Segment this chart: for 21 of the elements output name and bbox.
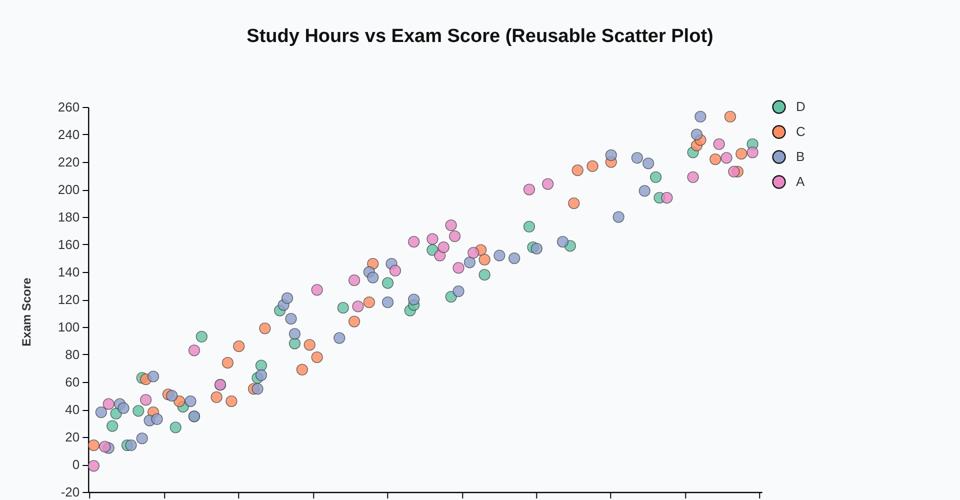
y-tick-label: 160 [58, 237, 80, 252]
y-tick-label: 100 [58, 320, 80, 334]
y-tick-label: 200 [58, 182, 80, 197]
y-tick-label: 220 [58, 154, 80, 170]
y-axis-title: Exam Score [20, 277, 34, 346]
y-tick-label: -20 [60, 484, 80, 500]
legend-label: A [796, 174, 805, 189]
y-tick-label: 240 [58, 127, 80, 142]
y-tick-label: 80 [65, 347, 80, 362]
legend-label: B [796, 149, 805, 164]
chart-title: Study Hours vs Exam Score (Reusable Scatter Plot) [246, 26, 714, 47]
y-tick-label: 260 [58, 100, 80, 114]
legend-label: D [796, 99, 806, 114]
y-tick-label: 180 [58, 210, 80, 224]
y-tick-label: 140 [58, 264, 80, 280]
y-tick-label: 40 [65, 402, 80, 417]
y-tick-label: 20 [65, 430, 80, 444]
legend-label: C [796, 124, 806, 139]
y-tick-label: 120 [58, 292, 80, 307]
y-tick-label: 60 [65, 374, 80, 390]
y-tick-label: 0 [72, 457, 80, 472]
